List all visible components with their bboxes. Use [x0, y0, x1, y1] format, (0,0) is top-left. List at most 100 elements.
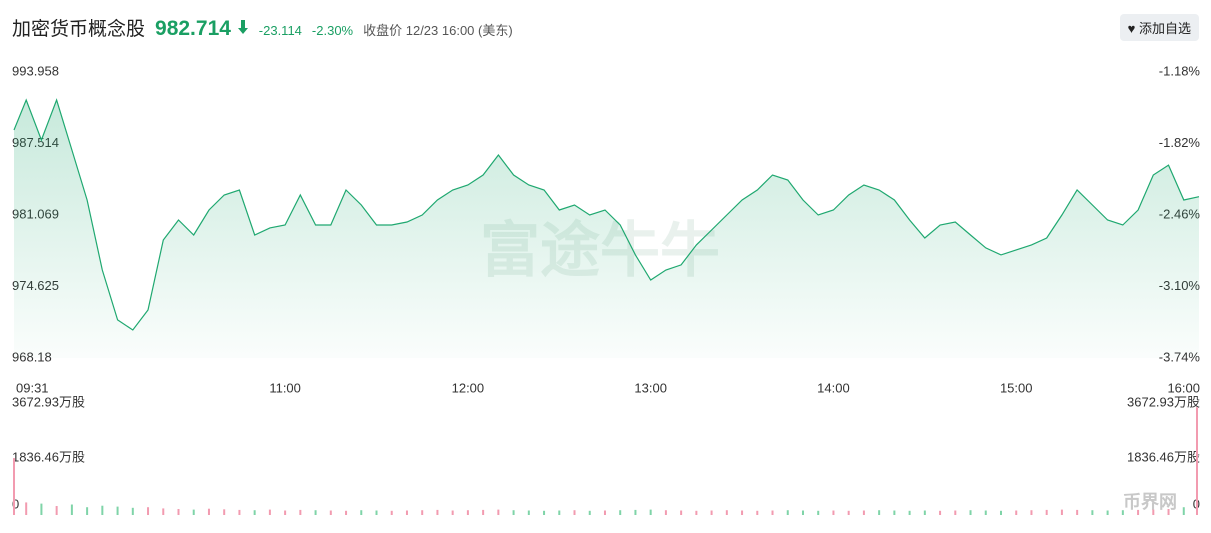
volume-bar — [603, 510, 606, 515]
change-pct: -2.30% — [311, 23, 354, 38]
x-tick-label: 16:00 — [1167, 380, 1200, 395]
volume-bar — [649, 509, 652, 515]
status: 收盘价 12/23 16:00 (美东) — [363, 23, 513, 38]
volume-bar — [451, 510, 454, 515]
volume-bar — [999, 510, 1002, 515]
volume-bar — [131, 507, 134, 515]
volume-bar — [725, 510, 728, 515]
y-tick-label: 0 — [12, 496, 19, 511]
volume-bar — [375, 510, 378, 515]
volume-bar — [588, 510, 591, 515]
y-tick-label: 3672.93万股 — [12, 394, 85, 409]
volume-bar — [25, 502, 28, 515]
volume-bar — [1030, 510, 1033, 515]
volume-bar — [86, 507, 89, 515]
volume-bar — [192, 509, 195, 515]
price: 982.714 — [155, 17, 249, 41]
volume-bar — [497, 509, 500, 515]
volume-bar — [558, 510, 561, 515]
volume-bar — [360, 510, 363, 515]
volume-bar — [527, 510, 530, 515]
volume-bar — [421, 510, 424, 515]
volume-bar — [862, 510, 865, 515]
volume-bar — [40, 503, 43, 515]
volume-bar — [1045, 509, 1048, 515]
header: 加密货币概念股 982.714 -23.114 -2.30% 收盘价 12/23… — [12, 14, 513, 41]
volume-bar — [70, 504, 73, 515]
price-line — [13, 98, 1200, 331]
x-tick-label: 09:31 — [16, 380, 49, 395]
watermark: 币界网 — [1123, 492, 1177, 512]
volume-bar — [710, 510, 713, 515]
y-tick-label: 1836.46万股 — [12, 449, 85, 464]
volume-bar — [573, 510, 576, 515]
volume-bar — [345, 510, 348, 515]
volume-bar — [1137, 509, 1140, 515]
volume-bar — [741, 510, 744, 515]
volume-bar — [101, 505, 104, 515]
volume-bar — [847, 510, 850, 515]
volume-bar — [55, 506, 58, 515]
volume-bar — [664, 510, 667, 515]
volume-bar — [147, 507, 150, 515]
volume-bar — [878, 510, 881, 515]
x-tick-label: 11:00 — [269, 380, 301, 395]
volume-bar — [1091, 510, 1094, 515]
title: 加密货币概念股 — [12, 19, 146, 40]
volume-bar — [634, 509, 637, 515]
volume-bar — [1196, 407, 1198, 515]
volume-bar — [512, 510, 515, 515]
volume-bar — [1076, 509, 1079, 515]
volume-bar — [177, 509, 180, 515]
volume-bar — [1015, 510, 1018, 515]
volume-bar — [314, 510, 317, 515]
volume-bar — [695, 510, 698, 515]
volume-bar — [908, 510, 911, 515]
down-arrow — [237, 20, 248, 34]
x-tick-label: 12:00 — [452, 380, 485, 395]
volume-bar — [207, 508, 210, 515]
y2-tick-label: -1.82% — [1159, 135, 1201, 150]
x-tick-label: 13:00 — [634, 380, 667, 395]
volume-bar — [299, 509, 302, 515]
volume-bar — [253, 510, 256, 515]
add-watchlist[interactable]: ♥ 添加自选 — [1119, 14, 1199, 41]
volume-bar — [969, 510, 972, 515]
volume-bar — [116, 506, 119, 515]
area — [14, 100, 1199, 358]
y2-tick-label: -1.18% — [1159, 63, 1201, 78]
volume-bar — [543, 510, 546, 515]
volume-bar — [268, 509, 271, 515]
volume-bar — [238, 509, 241, 515]
y-tick-label: 3672.93万股 — [1127, 394, 1200, 409]
volume-bar — [786, 510, 789, 515]
x-tick-label: 15:00 — [1000, 380, 1033, 395]
price-value: 982.714 — [155, 17, 231, 40]
volume-bar — [954, 510, 957, 515]
volume-bar — [436, 509, 439, 515]
volume-bar — [619, 510, 622, 515]
volume-bar — [923, 510, 926, 515]
volume-bar — [893, 510, 896, 515]
volume-bar — [832, 510, 835, 515]
volume-bar — [801, 510, 804, 515]
volume-bar — [466, 510, 469, 515]
volume-bar — [680, 510, 683, 515]
volume-bar — [1060, 509, 1063, 515]
volume-bar — [817, 510, 820, 515]
volume-bar — [13, 458, 15, 515]
volume-bar — [284, 510, 287, 515]
volume-bar — [1167, 509, 1170, 515]
y-tick-label: 1836.46万股 — [1127, 449, 1200, 464]
volume-bar — [405, 510, 408, 515]
volume-bar — [390, 510, 393, 515]
volume-bar — [223, 509, 226, 515]
volume-bar — [162, 508, 165, 515]
volume-bar — [1106, 510, 1109, 515]
volume-bar — [329, 510, 332, 515]
volume-bar — [1121, 510, 1124, 515]
volume-bar — [756, 510, 759, 515]
volume-bar — [1152, 509, 1155, 515]
